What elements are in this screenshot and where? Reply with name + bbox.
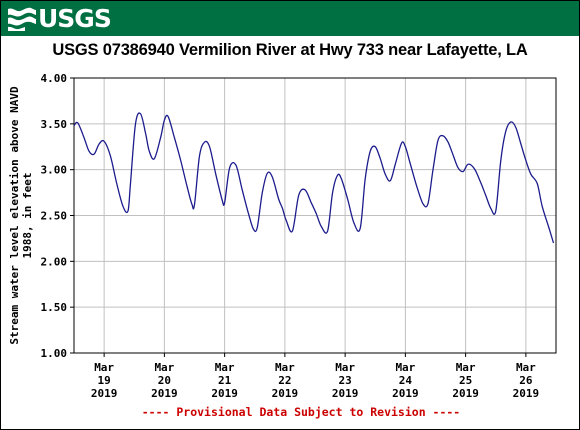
x-tick-month: Mar (275, 361, 295, 374)
x-tick-year: 2019 (91, 387, 118, 400)
x-tick-month: Mar (516, 361, 536, 374)
provisional-data-note: ---- Provisional Data Subject to Revisio… (142, 405, 461, 419)
x-tick-year: 2019 (272, 387, 299, 400)
y-tick-label: 2.50 (41, 210, 68, 223)
x-tick-month: Mar (456, 361, 476, 374)
y-axis-label-line-2: 1988, in feet (21, 172, 34, 258)
x-tick-day: 23 (339, 374, 352, 387)
usgs-logo-text: USGS (38, 4, 112, 33)
chart-title: USGS 07386940 Vermilion River at Hwy 733… (52, 41, 528, 59)
x-tick-year: 2019 (211, 387, 238, 400)
x-tick-day: 21 (218, 374, 232, 387)
usgs-banner: USGS (1, 1, 579, 36)
x-tick-month: Mar (94, 361, 114, 374)
x-tick-day: 26 (519, 374, 533, 387)
x-tick-year: 2019 (332, 387, 359, 400)
x-tick-month: Mar (215, 361, 235, 374)
x-tick-month: Mar (395, 361, 415, 374)
y-tick-label: 3.50 (41, 118, 68, 131)
y-axis-label-line-1: Stream water level elevation above NAVD (8, 86, 21, 345)
x-tick-year: 2019 (513, 387, 540, 400)
y-tick-label: 4.00 (41, 72, 68, 85)
y-axis-ticks: 4.00 3.50 3.00 2.50 2.00 1.50 1.00 (41, 72, 74, 360)
x-tick-month: Mar (335, 361, 355, 374)
x-tick-day: 20 (158, 374, 171, 387)
grid-lines (74, 77, 556, 354)
x-tick-day: 24 (399, 374, 413, 387)
usgs-wave-icon (8, 7, 36, 31)
water-level-series-line (73, 112, 555, 244)
y-tick-label: 1.00 (41, 347, 68, 360)
usgs-logo[interactable]: USGS (7, 4, 112, 33)
x-tick-year: 2019 (392, 387, 419, 400)
x-tick-day: 22 (278, 374, 291, 387)
x-tick-year: 2019 (151, 387, 178, 400)
x-axis-ticks: Mar192019Mar202019Mar212019Mar222019Mar2… (91, 353, 539, 400)
x-tick-year: 2019 (452, 387, 479, 400)
x-tick-day: 25 (459, 374, 472, 387)
y-tick-label: 2.00 (41, 255, 68, 268)
x-tick-day: 19 (98, 374, 111, 387)
y-tick-label: 1.50 (41, 301, 68, 314)
x-tick-month: Mar (154, 361, 174, 374)
y-tick-label: 3.00 (41, 164, 68, 177)
